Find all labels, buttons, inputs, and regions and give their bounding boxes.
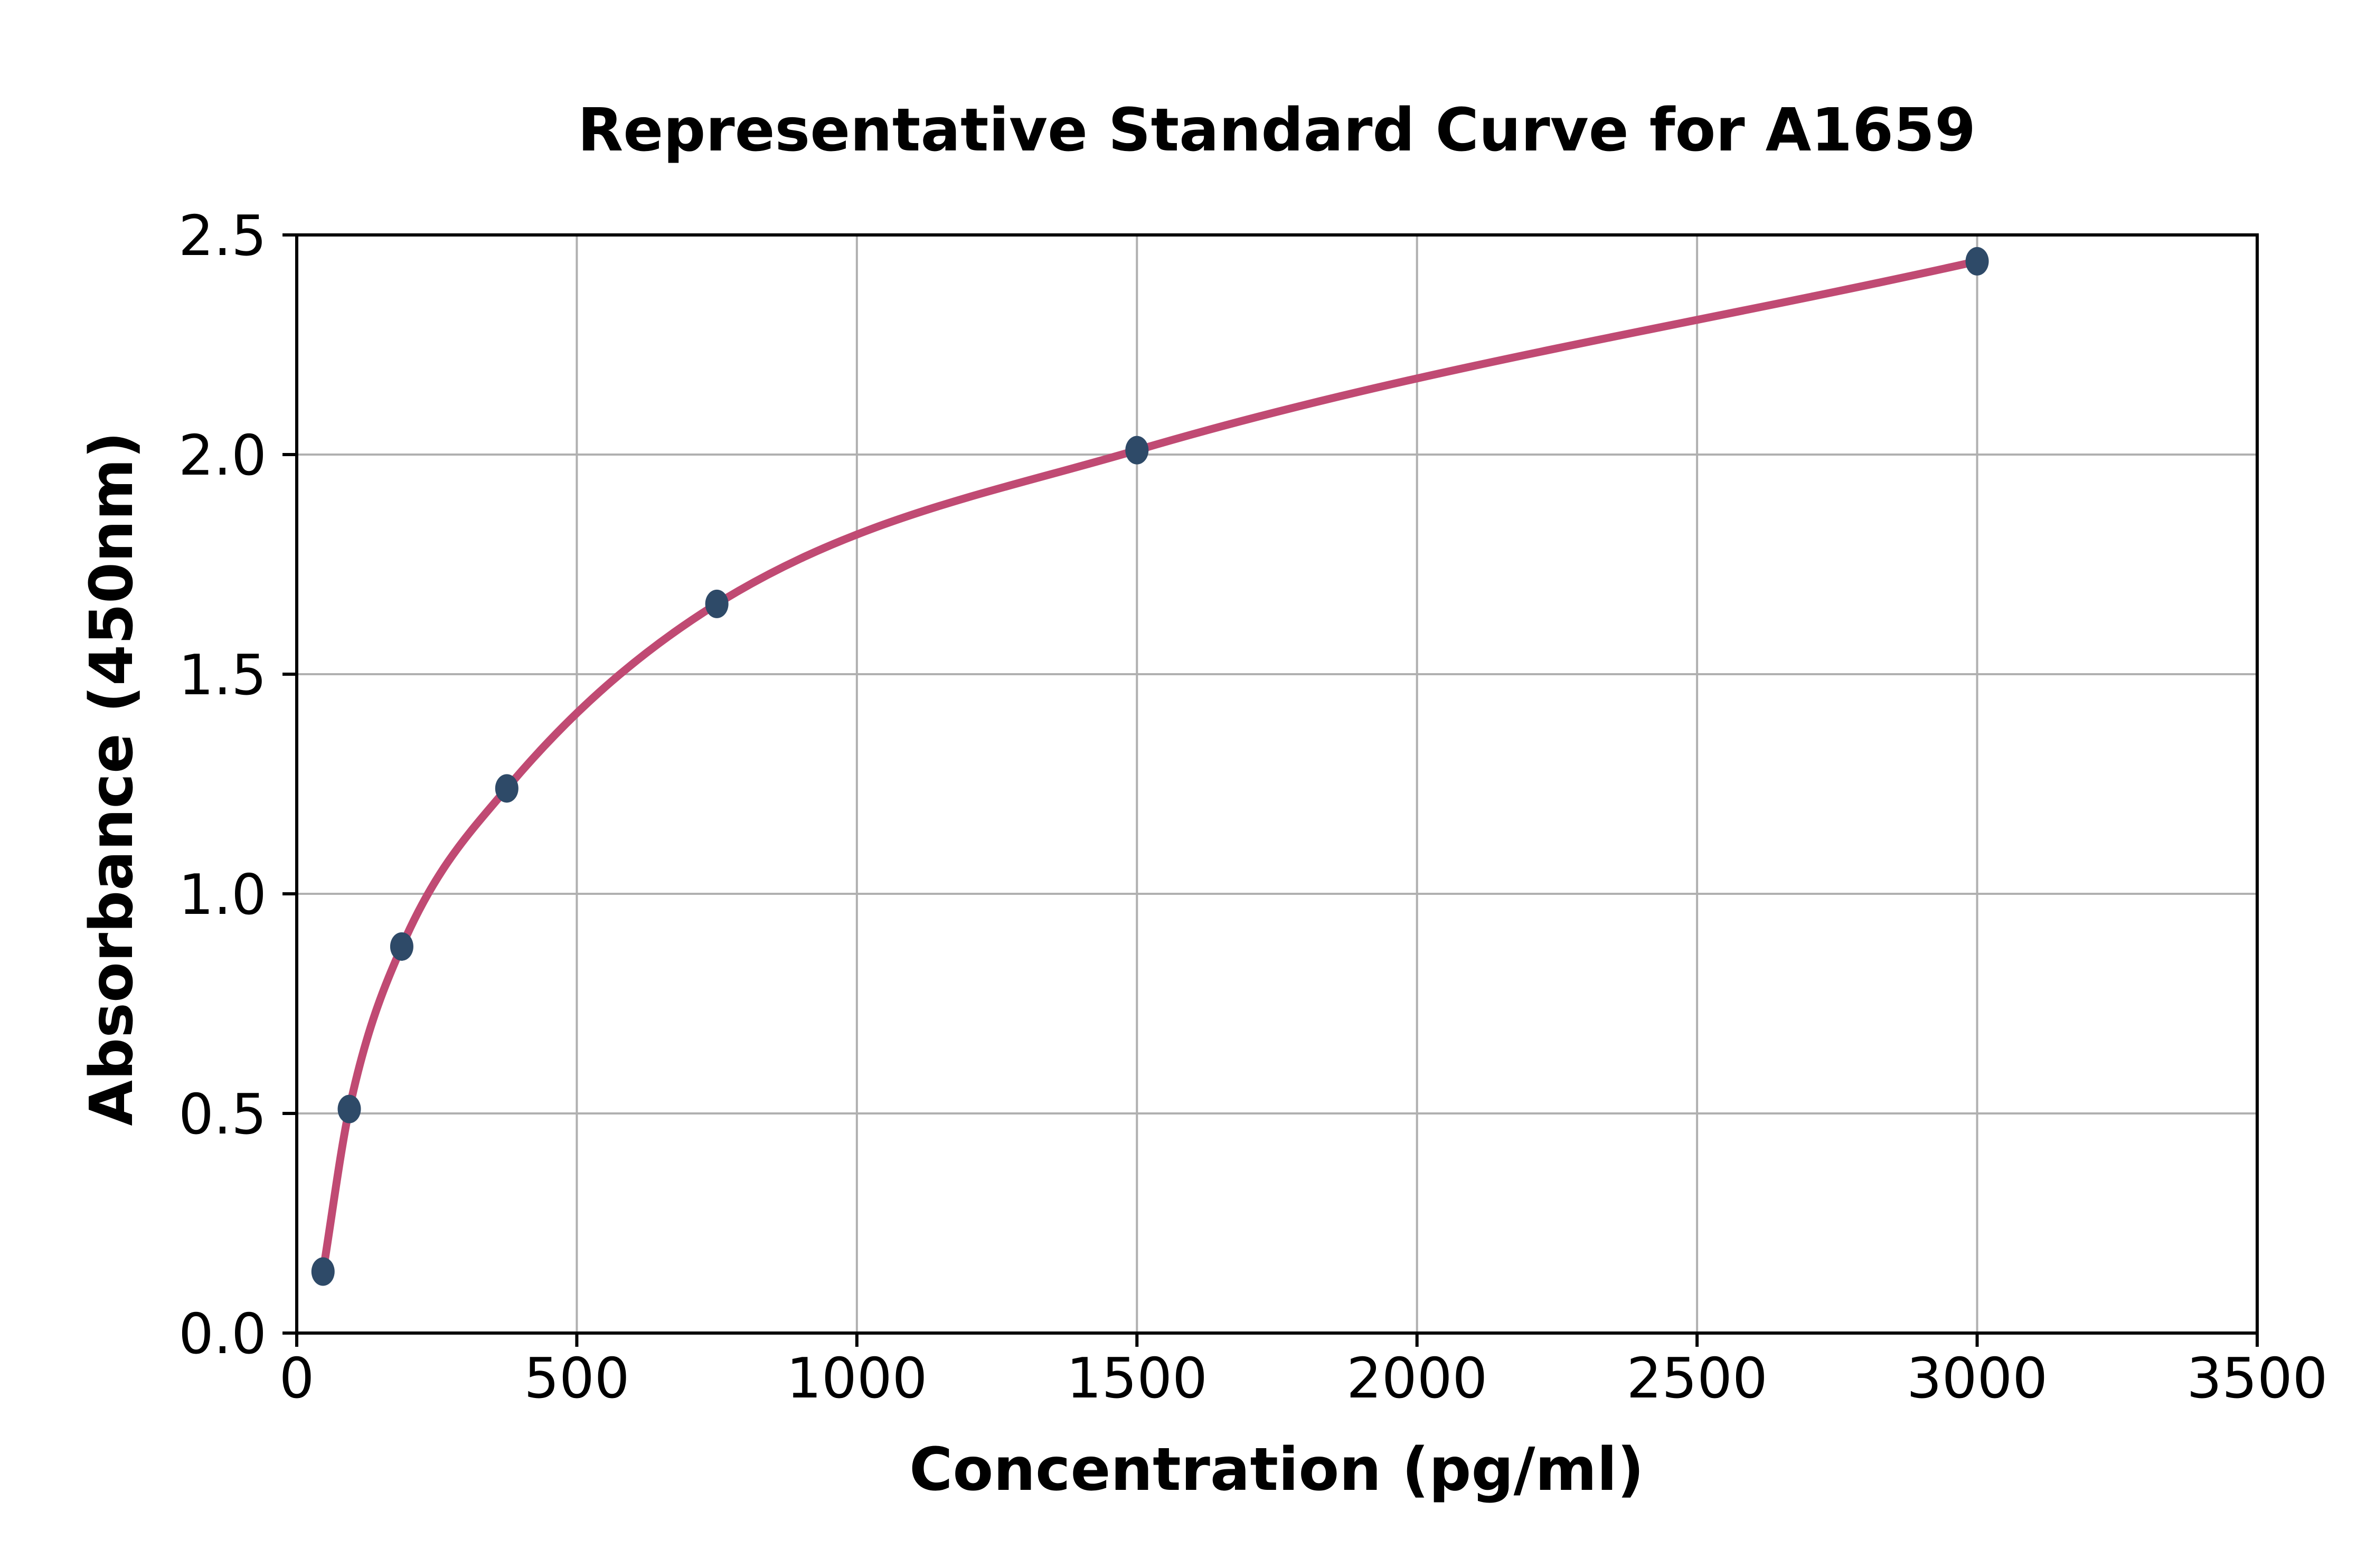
y-tick-label: 2.0: [178, 423, 267, 488]
chart-title: Representative Standard Curve for A1659: [578, 96, 1976, 165]
data-point-marker: [337, 1094, 361, 1123]
axis-layer: [295, 233, 2259, 1335]
x-tick-label: 2000: [1346, 1346, 1487, 1411]
x-tick-label: 3500: [2186, 1346, 2327, 1411]
y-axis-label: Absorbance (450nm): [78, 431, 146, 1126]
x-axis-label: Concentration (pg/ml): [909, 1435, 1644, 1504]
y-tick-label: 2.5: [178, 204, 267, 268]
y-tick-label: 0.5: [178, 1082, 267, 1147]
data-point-marker: [705, 589, 729, 618]
grid-layer: [297, 234, 2258, 1333]
data-point-marker: [1965, 247, 1989, 276]
data-point-marker: [390, 932, 413, 961]
fit-curve-line: [319, 257, 1982, 1276]
tick-layer: 0 500 1000 1500 2000 2500 3000 3500 0.0 0.5 1.0 1.5…: [178, 204, 2328, 1411]
data-point-marker: [1125, 436, 1149, 465]
x-tick-label: 2500: [1627, 1346, 1768, 1411]
data-layer: [311, 247, 1989, 1286]
x-tick-label: 1500: [1067, 1346, 1208, 1411]
y-tick-label: 1.5: [178, 643, 267, 707]
axes-spines: [295, 233, 2259, 1335]
x-tick-label: 1000: [786, 1346, 927, 1411]
data-point-marker: [495, 774, 518, 803]
x-tick-label: 3000: [1907, 1346, 2048, 1411]
data-point-marker: [311, 1257, 335, 1286]
y-tick-label: 1.0: [178, 863, 267, 927]
x-tick-label: 0: [279, 1346, 315, 1411]
y-tick-label: 0.0: [178, 1302, 267, 1366]
x-tick-label: 500: [524, 1346, 629, 1411]
